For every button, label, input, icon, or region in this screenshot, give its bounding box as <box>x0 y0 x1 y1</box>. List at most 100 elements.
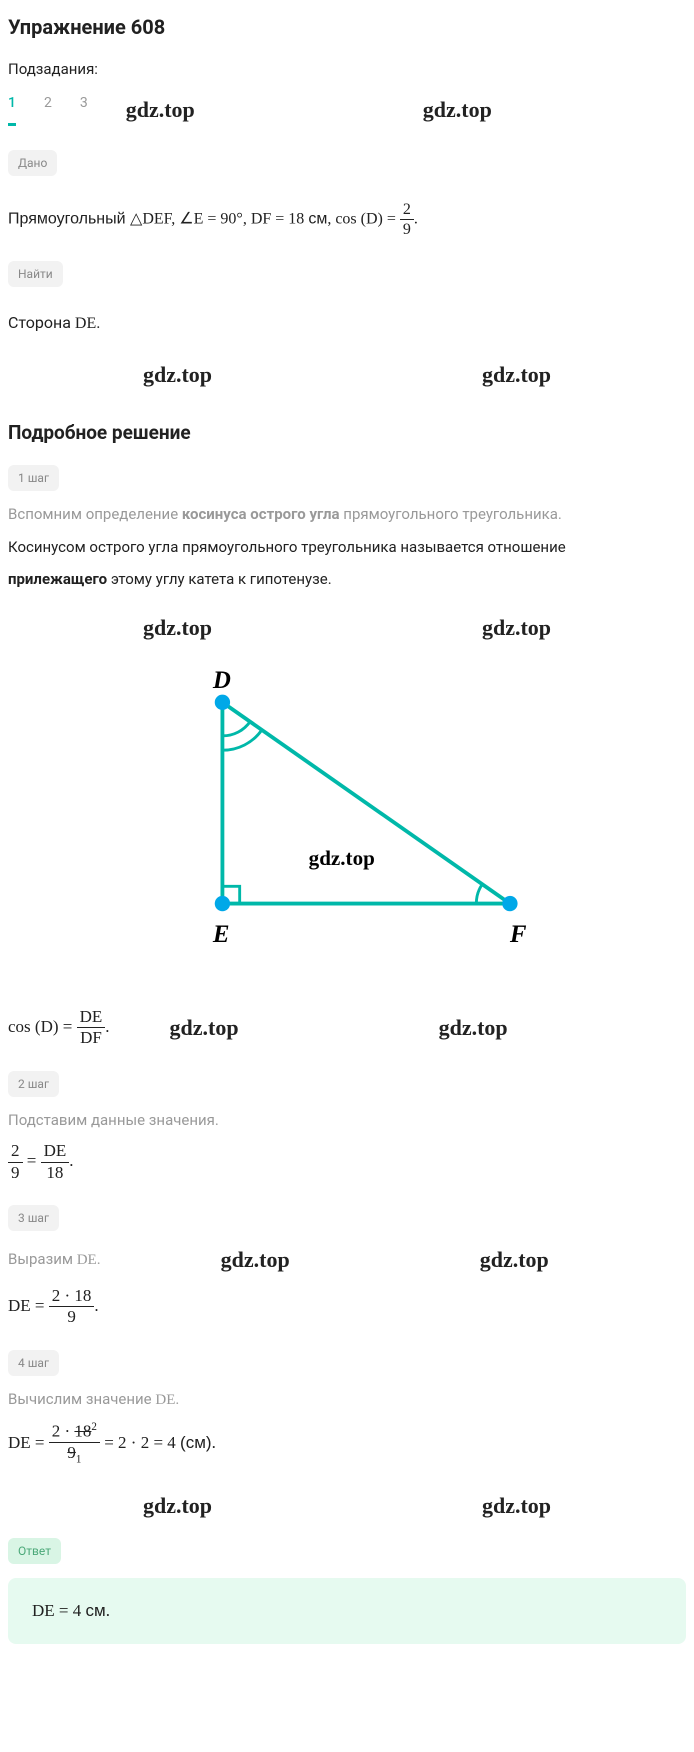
step1-formula: cos (D) = DE DF . <box>8 1007 110 1049</box>
answer-var: DE <box>32 1601 55 1620</box>
watermark: gdz.top <box>143 1489 212 1522</box>
ds: 9 <box>67 1443 76 1462</box>
d: . <box>175 1390 179 1408</box>
step2-formula: 2 9 = DE 18 . <box>8 1141 686 1183</box>
vertex-e <box>215 896 230 911</box>
watermark: gdz.top <box>482 358 551 391</box>
t: косинуса острого угла <box>182 505 340 523</box>
watermark: gdz.top <box>480 1243 549 1276</box>
rhs: = 2 · 2 = 4 <box>104 1433 180 1452</box>
lhs: DE = <box>8 1296 49 1315</box>
label-e: E <box>212 921 230 948</box>
watermark-row: gdz.top gdz.top <box>8 358 686 391</box>
tab-3[interactable]: 3 <box>80 93 88 126</box>
step4-formula: DE = 2 · 182 91 = 2 · 2 = 4 (см). <box>8 1421 686 1467</box>
given-angle: ∠E = 90° <box>179 210 243 227</box>
solution-heading: Подробное решение <box>8 419 686 448</box>
d: . <box>97 1250 101 1268</box>
label-d: D <box>212 667 231 694</box>
na: 2 · <box>52 1422 75 1441</box>
watermark: gdz.top <box>143 611 212 644</box>
triangle-diagram: D E F gdz.top <box>117 664 577 977</box>
side-df <box>222 702 509 903</box>
watermark: gdz.top <box>309 846 375 870</box>
v: DE <box>155 1392 175 1408</box>
watermark: gdz.top <box>423 93 492 126</box>
v: DE <box>77 1252 97 1268</box>
frac-r: DE 18 <box>41 1141 70 1183</box>
dot: . <box>69 1151 73 1170</box>
find-badge: Найти <box>8 261 63 287</box>
vertex-f <box>502 896 517 911</box>
d: 9 <box>49 1307 95 1327</box>
cos-lhs: cos (D) = <box>8 1017 77 1036</box>
given-frac: 2 9 <box>400 200 414 239</box>
subtasks-label: Подзадания: <box>8 58 686 81</box>
t: Выразим <box>8 1250 77 1268</box>
answer-box: DE = 4 см. <box>8 1578 686 1644</box>
den: DF <box>77 1028 106 1048</box>
t: Вычислим значение <box>8 1390 155 1408</box>
vertex-d <box>215 695 230 710</box>
label-f: F <box>509 921 527 948</box>
given-cos: cos (D) = <box>335 210 396 227</box>
angle-d-arc1 <box>222 721 250 735</box>
dot: . <box>94 1296 98 1315</box>
watermark: gdz.top <box>221 1243 290 1276</box>
t: этому углу катета к гипотенузе. <box>107 570 332 588</box>
given-badge: Дано <box>8 150 57 176</box>
find-var: DE <box>75 315 96 332</box>
dot: . <box>105 1017 109 1036</box>
watermark-row: gdz.top gdz.top <box>8 611 686 644</box>
ns: 18 <box>74 1422 91 1441</box>
step3-formula: DE = 2 · 18 9 . <box>8 1286 686 1328</box>
given-statement: Прямоугольный △DEF, ∠E = 90°, DF = 18 см… <box>8 200 686 239</box>
step1-intro: Вспомним определение косинуса острого уг… <box>8 503 686 526</box>
watermark: gdz.top <box>126 93 195 126</box>
t: прилежащего <box>8 570 107 588</box>
answer-badge: Ответ <box>8 1538 61 1564</box>
step1-def2: прилежащего этому углу катета к гипотену… <box>8 568 686 591</box>
frac-den: 9 <box>400 220 414 239</box>
d: 9 <box>8 1163 23 1183</box>
step1-formula-row: cos (D) = DE DF . gdz.top gdz.top <box>8 1007 686 1049</box>
page-title: Упражнение 608 <box>8 12 686 42</box>
watermark: gdz.top <box>439 1011 508 1044</box>
answer-eq: = 4 <box>55 1601 86 1620</box>
triangle-svg: D E F gdz.top <box>117 664 577 971</box>
n: 2 · 18 <box>49 1286 95 1307</box>
given-unit: см <box>308 210 327 227</box>
n: 2 · 182 <box>49 1421 100 1443</box>
given-df: DF = 18 <box>251 210 304 227</box>
d: 18 <box>41 1163 70 1183</box>
frac: 2 · 182 91 <box>49 1421 100 1467</box>
tab-1[interactable]: 1 <box>8 93 16 126</box>
tab-2[interactable]: 2 <box>44 93 52 126</box>
dot: . <box>212 1433 216 1452</box>
watermark-row: gdz.top gdz.top <box>8 1489 686 1522</box>
step3-row: Выразим DE. gdz.top gdz.top <box>8 1243 686 1276</box>
n: 2 <box>8 1141 23 1162</box>
frac-num: 2 <box>400 200 414 220</box>
eq: = <box>27 1151 41 1170</box>
frac: 2 · 18 9 <box>49 1286 95 1328</box>
find-text: Сторона <box>8 313 75 332</box>
frac: DE DF <box>77 1007 106 1049</box>
step2-intro: Подставим данные значения. <box>8 1109 686 1132</box>
given-triangle: △DEF <box>130 210 171 227</box>
nsup: 2 <box>91 1421 97 1433</box>
step3-intro: Выразим DE. <box>8 1248 101 1272</box>
watermark: gdz.top <box>482 1489 551 1522</box>
angle-d-arc2 <box>222 730 261 750</box>
given-prefix: Прямоугольный <box>8 210 130 227</box>
step1-badge: 1 шаг <box>8 465 59 491</box>
step1-def1: Косинусом острого угла прямоугольного тр… <box>8 536 686 559</box>
step4-badge: 4 шаг <box>8 1350 59 1376</box>
step2-badge: 2 шаг <box>8 1071 59 1097</box>
step4-intro: Вычислим значение DE. <box>8 1388 686 1412</box>
lhs: DE = <box>8 1433 49 1452</box>
angle-f-arc <box>476 884 482 903</box>
num: DE <box>77 1007 106 1028</box>
d: 91 <box>49 1443 100 1467</box>
dsub: 1 <box>76 1454 82 1466</box>
